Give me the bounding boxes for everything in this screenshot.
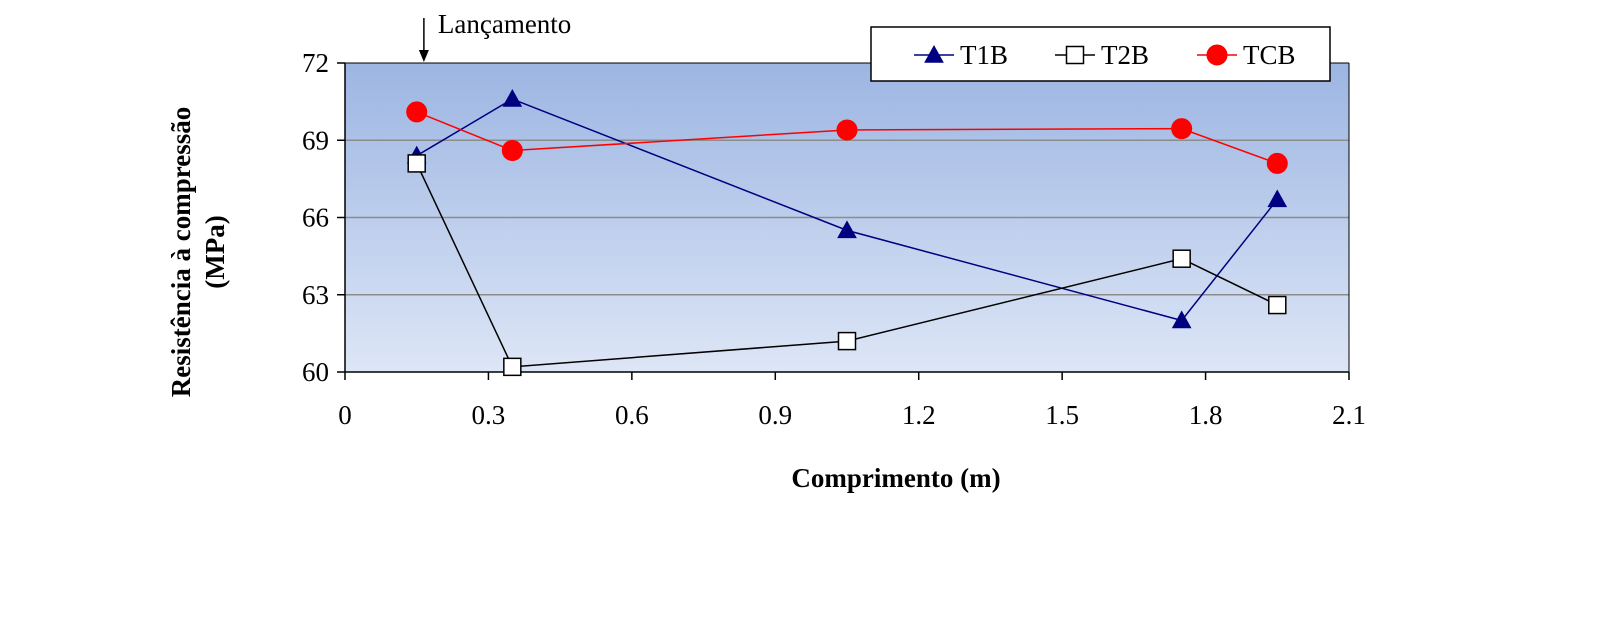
axes: 60 63 66 69 72 0 0.3 0.6 0.9 1.2 1.5 1.8 2.1 [302, 48, 1366, 430]
legend-marker-t2b [1065, 45, 1085, 65]
data-point-t2b [503, 357, 522, 377]
legend-entry-t1b: T1B [914, 40, 1008, 70]
y-axis-title-line: Resistência à compressão [166, 107, 196, 397]
legend-box [870, 26, 1331, 82]
y-axis-title: Resistência à compressão (MPa) [166, 107, 230, 397]
data-point-t1b [502, 89, 523, 107]
x-tick-label: 0.3 [472, 400, 506, 430]
legend-label-t1b: T1B [960, 40, 1008, 70]
x-tick-label: 1.8 [1189, 400, 1223, 430]
y-tick-label: 72 [302, 48, 329, 78]
x-tick-label: 1.5 [1045, 400, 1079, 430]
legend-marker-t1b [924, 44, 944, 63]
x-tick-label: 0 [338, 400, 352, 430]
legend-entry-t2b: T2B [1055, 40, 1149, 70]
data-point-t2b [1172, 249, 1191, 268]
legend: T1B T2B TCB [870, 26, 1331, 82]
data-point-t2b [407, 154, 426, 173]
data-point-tcb [1266, 152, 1288, 174]
data-point-tcb [836, 119, 858, 141]
x-tick-label: 1.2 [902, 400, 936, 430]
data-point-tcb [501, 140, 523, 162]
data-point-t2b [837, 331, 857, 351]
legend-label-t2b: T2B [1101, 40, 1149, 70]
y-tick-label: 63 [302, 280, 329, 310]
x-tick-label: 0.6 [615, 400, 649, 430]
annotation-group: Lançamento [418, 9, 571, 62]
annotation-arrowhead [418, 50, 429, 62]
y-tick-label: 69 [302, 125, 329, 155]
data-point-t1b [1171, 310, 1192, 329]
y-tick-label: 66 [302, 203, 329, 233]
y-tick-label: 60 [302, 357, 329, 387]
x-axis-title: Comprimento (m) [791, 463, 1000, 493]
series-tcb [406, 101, 1288, 174]
data-point-t2b [1268, 295, 1287, 315]
data-point-t1b [1267, 189, 1288, 208]
legend-label-tcb: TCB [1243, 40, 1296, 70]
data-point-tcb [1171, 118, 1193, 140]
annotation-label: Lançamento [438, 9, 571, 39]
series-group [406, 89, 1288, 377]
series-t2b [407, 154, 1287, 377]
data-point-tcb [406, 101, 428, 123]
data-point-t1b [837, 220, 857, 239]
x-tick-label: 2.1 [1332, 400, 1366, 430]
legend-marker-tcb [1206, 44, 1228, 66]
legend-entry-tcb: TCB [1197, 40, 1296, 70]
y-axis-title-line: (MPa) [200, 215, 230, 288]
x-tick-label: 0.9 [758, 400, 792, 430]
